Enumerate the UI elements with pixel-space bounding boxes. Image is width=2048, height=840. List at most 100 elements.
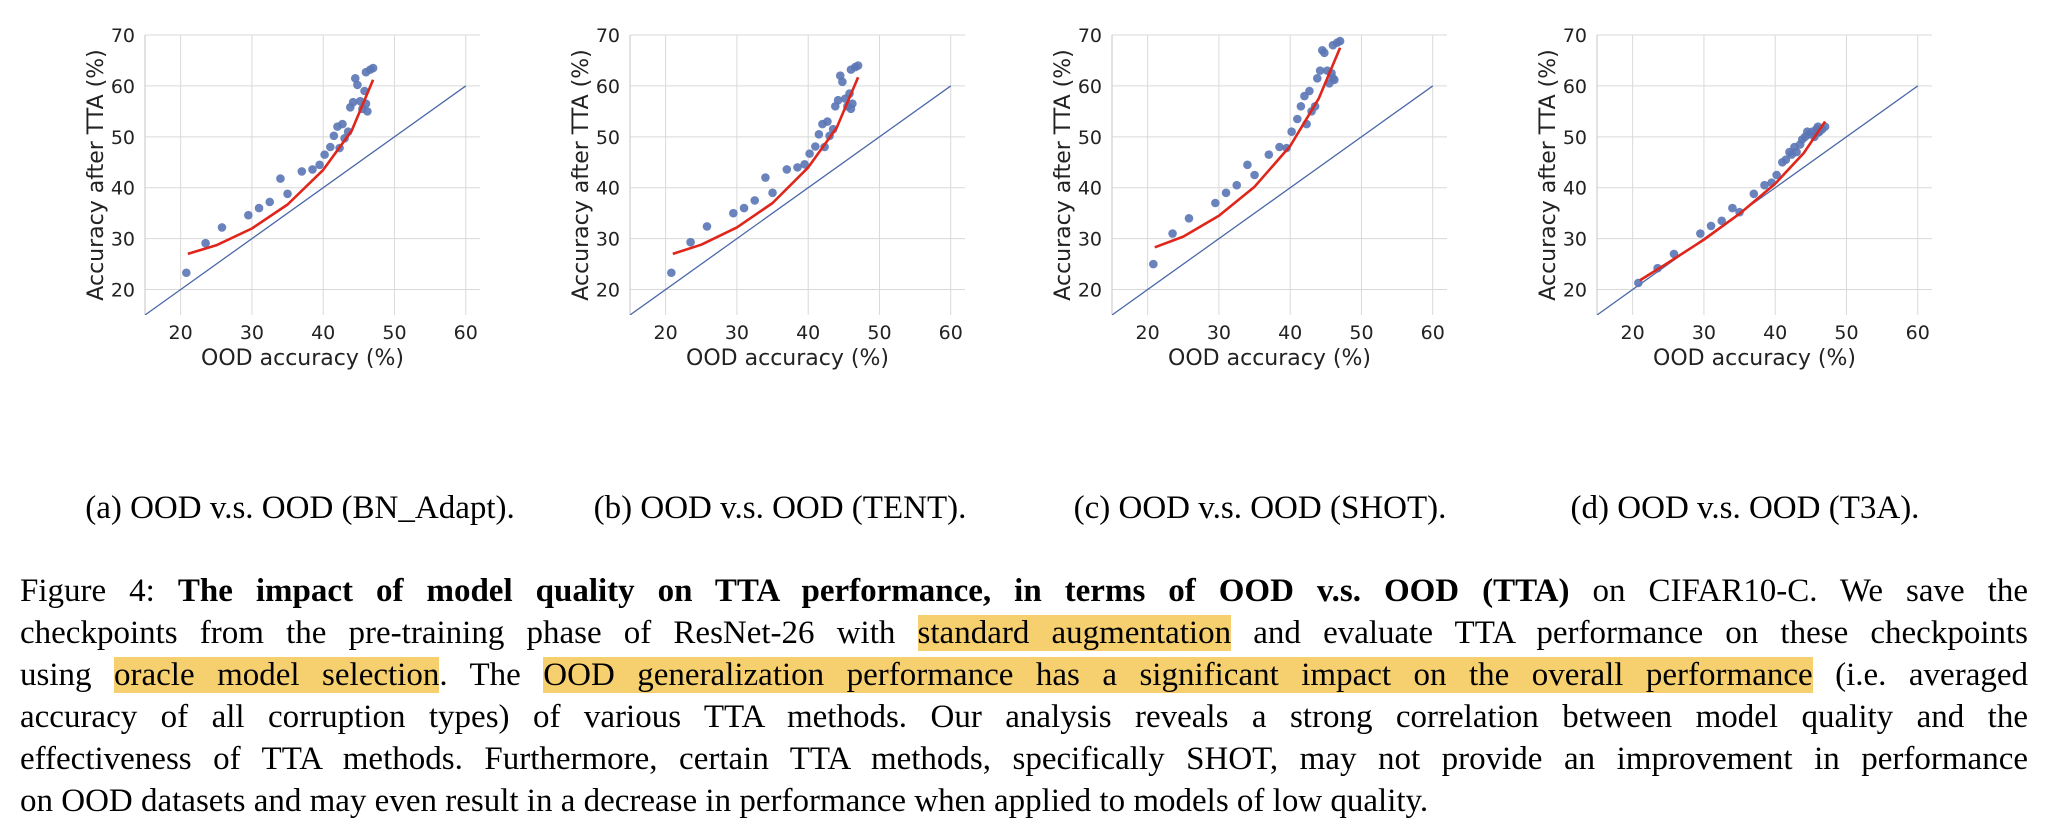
diagonal-line [1597, 85, 1919, 315]
x-tick-label: 20 [1621, 322, 1645, 344]
y-axis-label: Accuracy after TTA (%) [84, 49, 109, 300]
data-point [1792, 147, 1801, 157]
subcaption-d: (d) OOD v.s. OOD (T3A). [1570, 490, 1920, 526]
data-point [814, 129, 824, 139]
y-tick-label: 30 [596, 229, 620, 251]
caption-text: . The [439, 657, 544, 693]
y-axis-label: Accuracy after TTA (%) [569, 49, 594, 300]
x-tick-label: 40 [1763, 322, 1787, 344]
data-point [1243, 160, 1252, 170]
data-point [1293, 114, 1302, 124]
scatter-panel-b: 20 30 40 50 60 20 30 40 50 60 70 OOD accuracy (%) Ac… [569, 25, 965, 371]
caption-text: checkpoints from the pre-training phase … [20, 615, 918, 651]
x-tick-label: 30 [1692, 322, 1716, 344]
data-point [768, 188, 777, 198]
diagonal-line [1112, 85, 1434, 315]
x-tick-label: 20 [1136, 322, 1160, 344]
x-tick-label: 40 [1278, 322, 1302, 344]
data-point [1696, 229, 1705, 238]
y-tick-label: 50 [111, 127, 135, 149]
data-point [353, 80, 362, 90]
data-point [363, 107, 372, 116]
data-point [315, 160, 324, 170]
data-point [686, 237, 695, 247]
data-point [761, 173, 770, 182]
y-tick-label: 70 [1563, 25, 1587, 47]
x-tick-label: 60 [454, 322, 478, 344]
caption-line-3: using oracle model selection. The OOD ge… [20, 654, 2028, 696]
y-tick-label: 20 [111, 280, 135, 302]
y-tick-label: 40 [111, 178, 135, 200]
fit-curve [672, 76, 860, 256]
x-axis-label: OOD accuracy (%) [201, 346, 404, 371]
x-tick-label: 60 [939, 322, 963, 344]
data-point [1305, 86, 1314, 96]
data-point [1749, 189, 1759, 199]
data-point [297, 167, 307, 176]
x-axis-label: OOD accuracy (%) [1168, 346, 1371, 371]
data-point [320, 150, 329, 159]
data-point [1330, 75, 1339, 85]
data-point [1287, 127, 1296, 137]
y-tick-label: 30 [1078, 229, 1102, 251]
caption-text: on CIFAR10-C. We save the [1569, 573, 2028, 609]
x-tick-label: 20 [169, 322, 193, 344]
y-tick-label: 40 [596, 178, 620, 200]
x-tick-label: 20 [654, 322, 678, 344]
data-point [793, 163, 802, 172]
x-tick-label: 30 [725, 322, 749, 344]
data-point [217, 223, 227, 232]
subcaption-a: (a) OOD v.s. OOD (BN_Adapt). [85, 490, 515, 526]
figure-panels: 20 30 40 50 60 20 30 40 50 60 70 OOD accuracy (%) Ac… [84, 25, 1932, 371]
x-tick-label: 30 [240, 322, 264, 344]
data-point [848, 99, 857, 109]
data-point [782, 165, 792, 174]
y-tick-label: 20 [1078, 280, 1102, 302]
data-point [1717, 216, 1727, 226]
data-point [182, 268, 191, 278]
data-point [368, 63, 378, 73]
caption-text: (i.e. averaged [1812, 657, 2028, 693]
data-point [276, 174, 285, 183]
data-point [283, 189, 292, 199]
x-tick-label: 30 [1207, 322, 1231, 344]
subcaption-c: (c) OOD v.s. OOD (SHOT). [1073, 490, 1447, 526]
data-point [1320, 48, 1329, 58]
data-point [348, 97, 358, 107]
caption-bold: The impact of model quality on TTA perfo… [177, 573, 1570, 609]
data-point [1211, 198, 1220, 208]
data-point [739, 203, 749, 213]
y-tick-label: 20 [596, 280, 620, 302]
data-point [805, 149, 814, 158]
subcaption-b: (b) OOD v.s. OOD (TENT). [593, 490, 967, 526]
caption-line-1: Figure 4: The impact of model quality on… [20, 570, 2028, 612]
data-point [308, 165, 317, 174]
highlight-oracle-model-selection: oracle model selection [114, 657, 440, 693]
x-tick-label: 50 [382, 322, 406, 344]
y-tick-label: 30 [1563, 229, 1587, 251]
data-point [853, 61, 863, 70]
data-point [1728, 203, 1737, 213]
figure-label: Figure 4: [20, 573, 155, 609]
data-point [1781, 155, 1791, 165]
y-tick-label: 30 [111, 229, 135, 251]
data-point [800, 160, 809, 169]
x-tick-label: 60 [1906, 322, 1930, 344]
y-tick-label: 70 [596, 25, 620, 47]
data-point [326, 142, 335, 152]
data-point [1232, 180, 1242, 190]
data-point [833, 95, 843, 105]
y-tick-label: 60 [1563, 76, 1587, 98]
data-point [667, 268, 676, 278]
data-point [823, 117, 832, 126]
y-tick-label: 60 [1078, 76, 1102, 98]
data-point [1706, 221, 1716, 231]
data-point [254, 203, 264, 213]
caption-text: and evaluate TTA performance on these ch… [1231, 615, 2029, 651]
data-point [702, 222, 712, 231]
caption-line-2: checkpoints from the pre-training phase … [20, 612, 2028, 654]
data-point [244, 210, 253, 220]
y-axis-label: Accuracy after TTA (%) [1051, 49, 1076, 300]
y-tick-label: 20 [1563, 280, 1587, 302]
data-point [811, 142, 820, 151]
